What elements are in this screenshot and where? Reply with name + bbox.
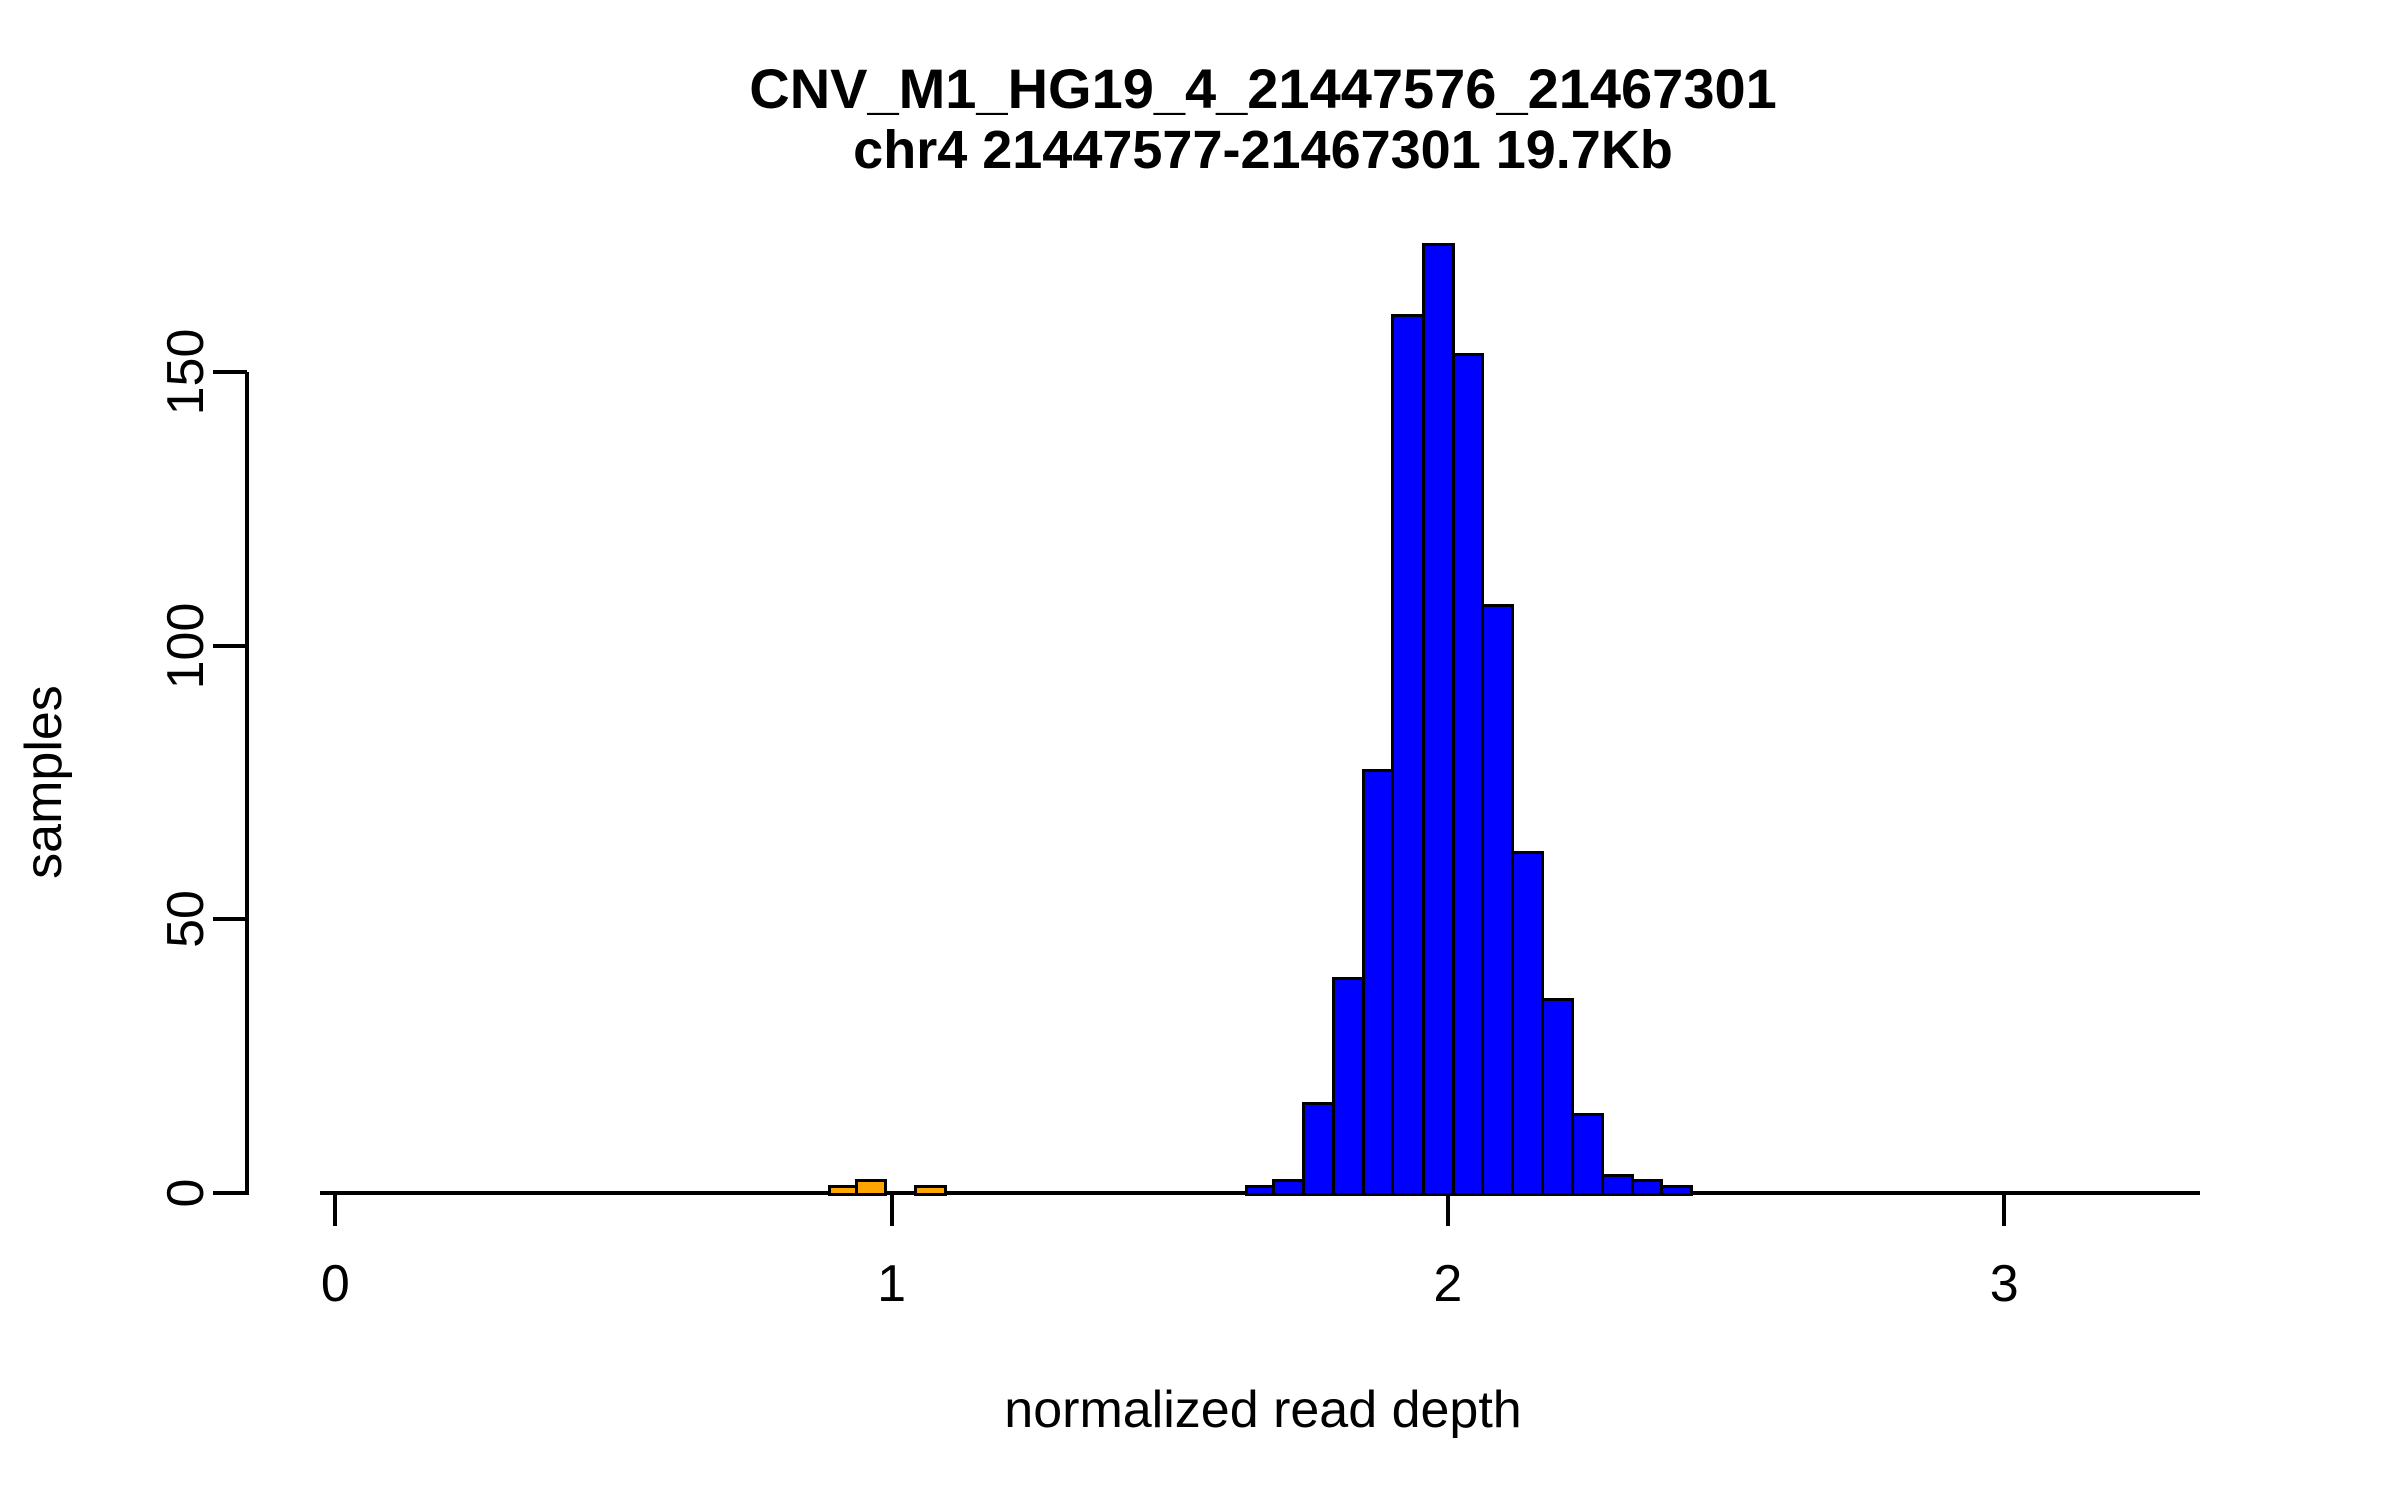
histogram-bar [1511,850,1545,1196]
histogram-bar [1630,1179,1664,1196]
chart-title-line2: chr4 21447577-21467301 19.7Kb [853,120,1673,180]
histogram-bar [1660,1184,1694,1196]
histogram-bar [1301,1102,1335,1196]
y-tick-label: 100 [157,602,215,690]
histogram-bar [1421,243,1455,1196]
chart-title: CNV_M1_HG19_4_21447576_21467301 chr4 214… [263,57,2263,181]
x-tick [889,1193,894,1226]
x-axis-label: normalized read depth [1004,1381,1522,1439]
histogram-bar [914,1184,947,1196]
y-axis-line [245,372,249,1195]
x-tick-label: 3 [1989,1255,2019,1313]
histogram-bar [1541,998,1574,1196]
y-tick [213,643,247,648]
x-tick [1445,1193,1450,1226]
histogram-bar [827,1184,858,1196]
chart-title-line1: CNV_M1_HG19_4_21447576_21467301 [749,57,1777,120]
histogram-bar [1481,604,1515,1196]
y-tick-label: 0 [157,1178,215,1208]
y-tick-label: 50 [157,890,215,949]
y-tick [213,917,247,922]
histogram-bar [1272,1179,1305,1196]
y-tick [213,370,247,374]
x-tick-label: 2 [1433,1255,1463,1313]
histogram-bar [1570,1113,1604,1196]
histogram-bar [1362,768,1395,1196]
y-tick [213,1191,247,1195]
histogram-bar [1391,314,1425,1196]
x-tick-label: 0 [320,1255,350,1313]
x-tick [333,1193,338,1226]
histogram-bar [854,1179,888,1196]
x-tick-label: 1 [877,1255,907,1313]
y-tick-label: 150 [157,328,215,416]
histogram-bar [1245,1184,1276,1196]
histogram-bar [1600,1173,1634,1196]
histogram-bar [1451,352,1485,1196]
y-axis-label: samples [15,685,73,879]
histogram-bar [1331,976,1365,1196]
x-tick [2002,1193,2007,1226]
